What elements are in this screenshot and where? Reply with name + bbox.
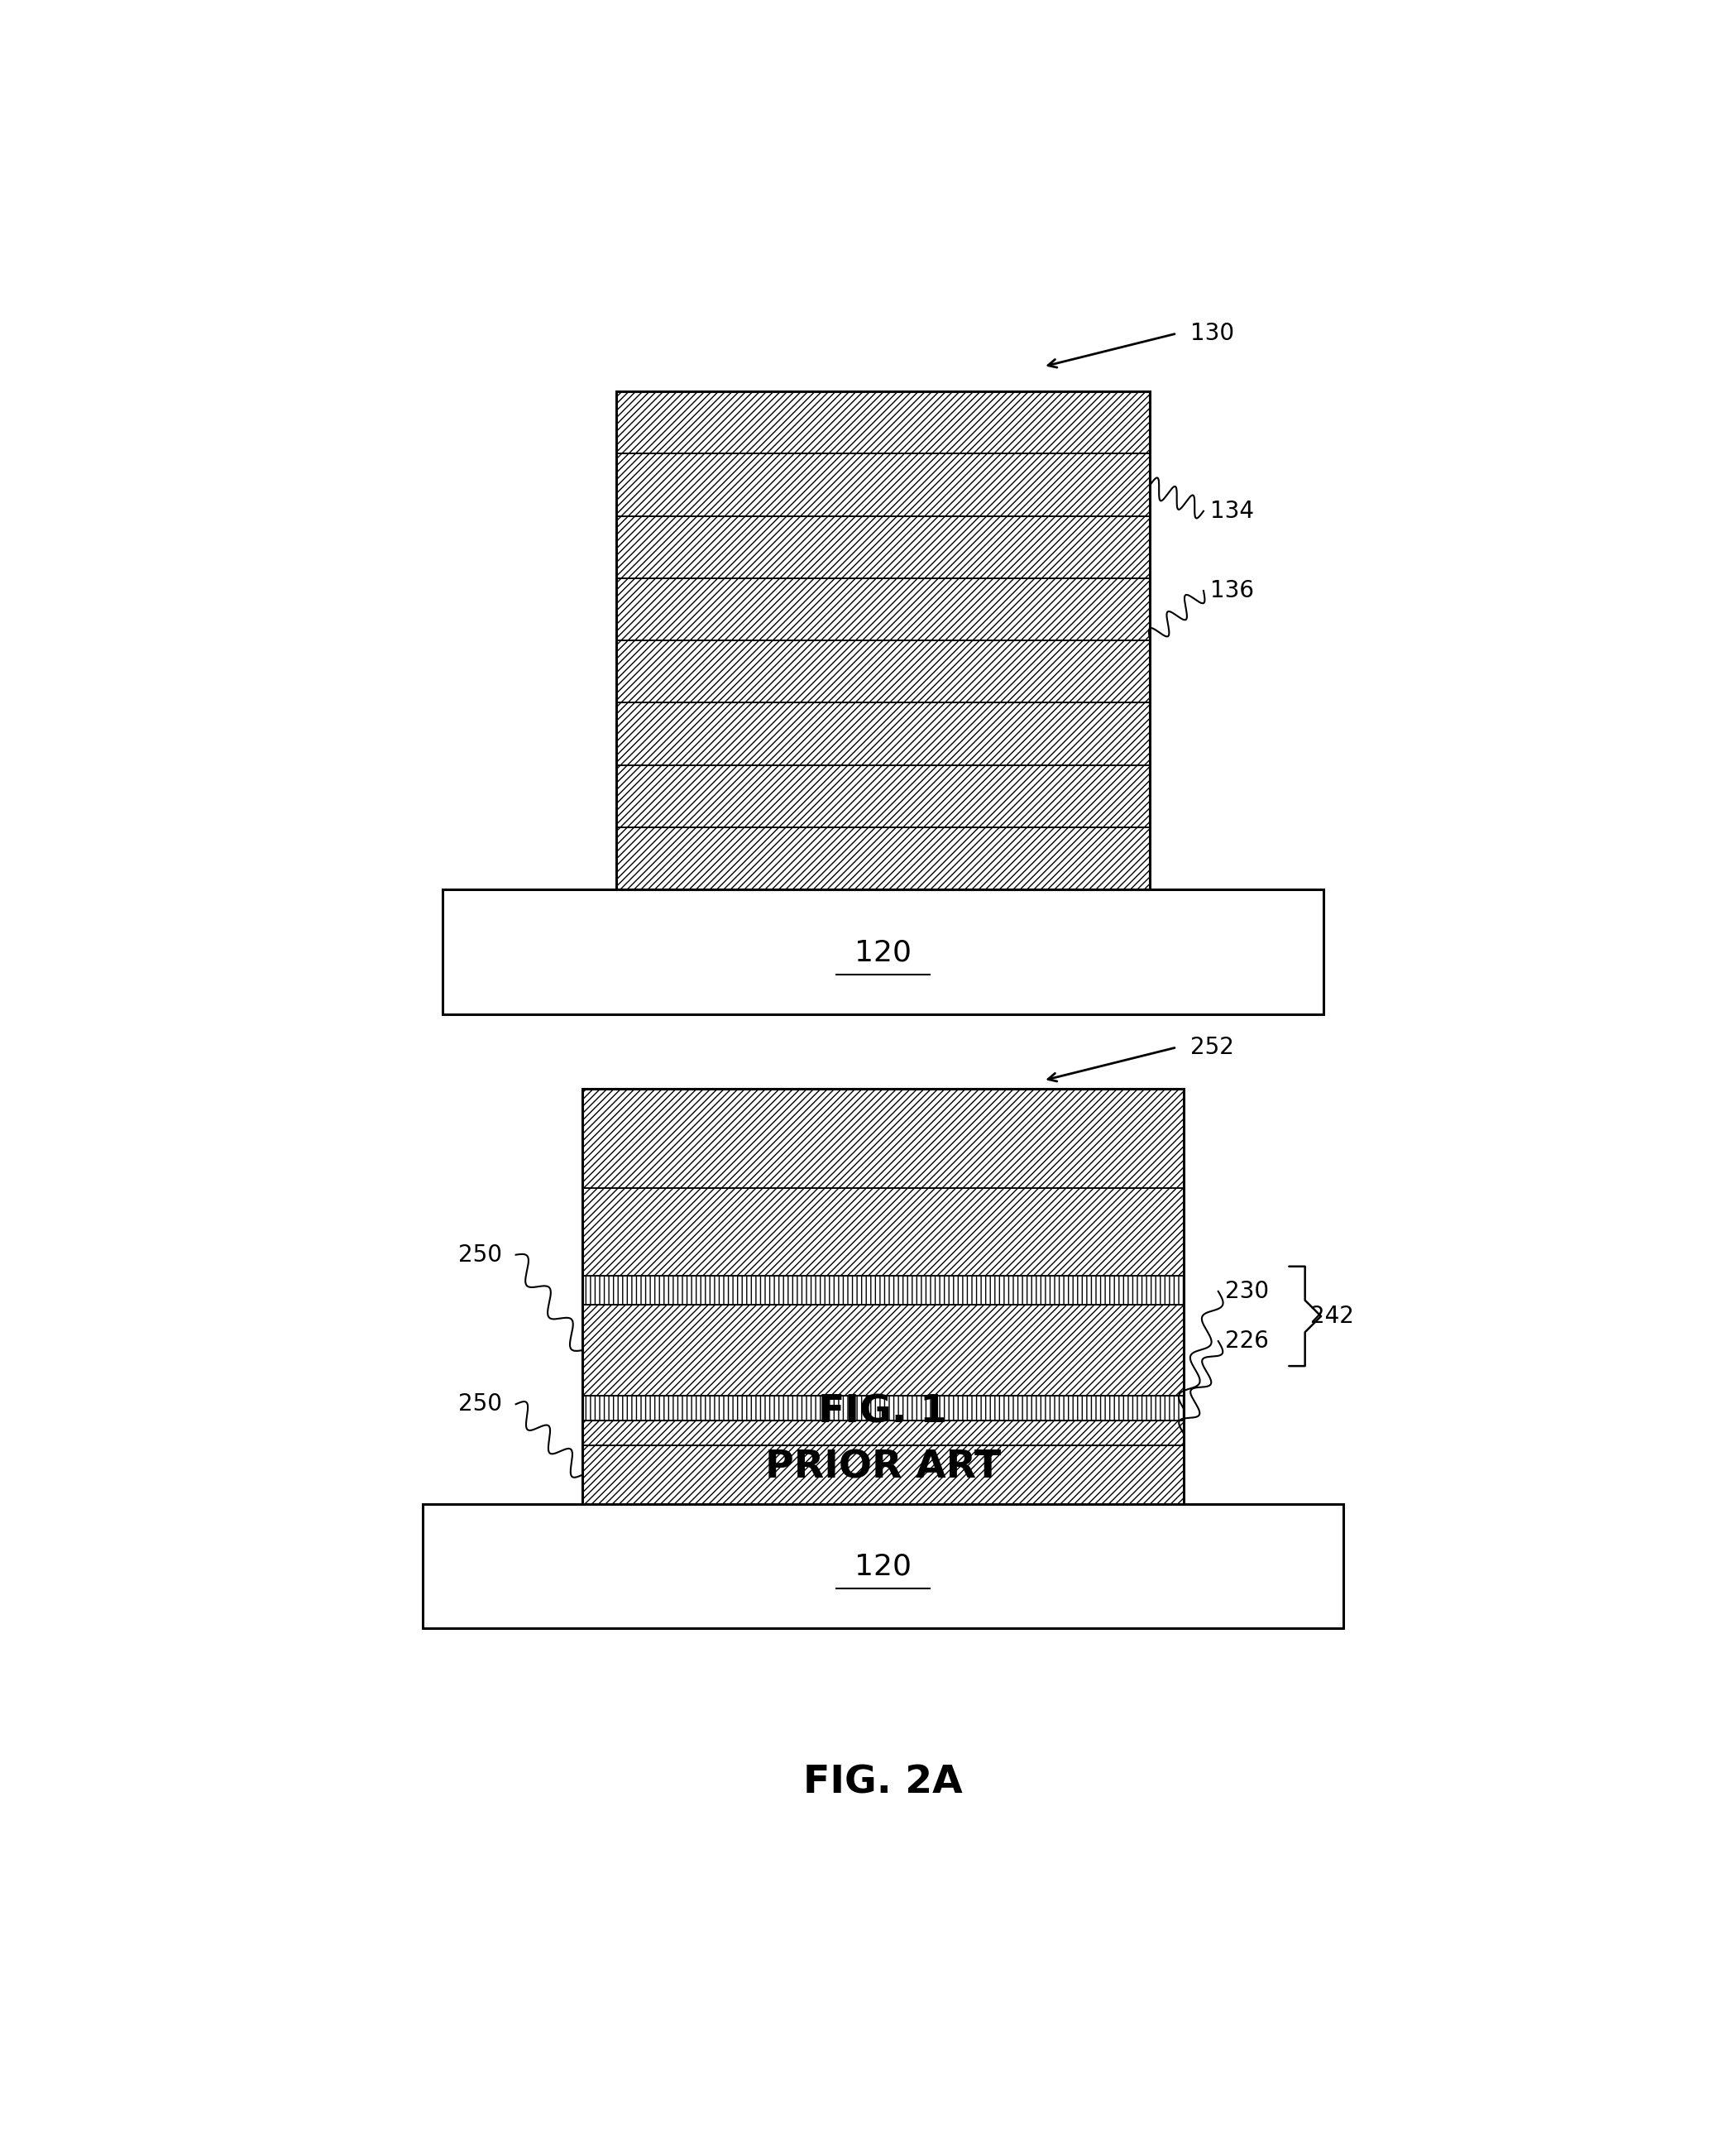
Text: 134: 134 <box>1210 500 1254 522</box>
Bar <box>582 1089 1184 1505</box>
Text: 250: 250 <box>458 1244 503 1266</box>
Bar <box>582 1188 1184 1276</box>
Text: 120: 120 <box>855 938 911 966</box>
Bar <box>443 890 1323 1013</box>
Bar <box>582 1304 1184 1395</box>
Bar <box>617 765 1151 828</box>
Bar <box>617 392 1151 453</box>
Bar <box>617 640 1151 703</box>
Bar <box>617 453 1151 515</box>
Text: FIG. 2A: FIG. 2A <box>803 1764 963 1800</box>
Text: 136: 136 <box>1210 580 1254 602</box>
Bar <box>617 392 1151 890</box>
Bar <box>582 1089 1184 1188</box>
Text: 252: 252 <box>1191 1035 1234 1059</box>
Text: 242: 242 <box>1309 1304 1354 1328</box>
Text: FIG. 1: FIG. 1 <box>818 1395 948 1432</box>
Bar <box>582 1276 1184 1304</box>
Bar <box>582 1395 1184 1421</box>
Text: PRIOR ART: PRIOR ART <box>765 1449 1001 1485</box>
Text: 120: 120 <box>855 1552 911 1580</box>
Bar <box>617 515 1151 578</box>
Text: 130: 130 <box>1191 321 1234 345</box>
Bar <box>617 828 1151 890</box>
Bar <box>582 1421 1184 1447</box>
Bar <box>422 1505 1344 1628</box>
Text: 250: 250 <box>458 1393 503 1416</box>
Bar <box>582 1447 1184 1505</box>
Text: 226: 226 <box>1225 1330 1268 1352</box>
Bar <box>617 578 1151 640</box>
Text: 230: 230 <box>1225 1281 1268 1302</box>
Bar <box>617 703 1151 765</box>
